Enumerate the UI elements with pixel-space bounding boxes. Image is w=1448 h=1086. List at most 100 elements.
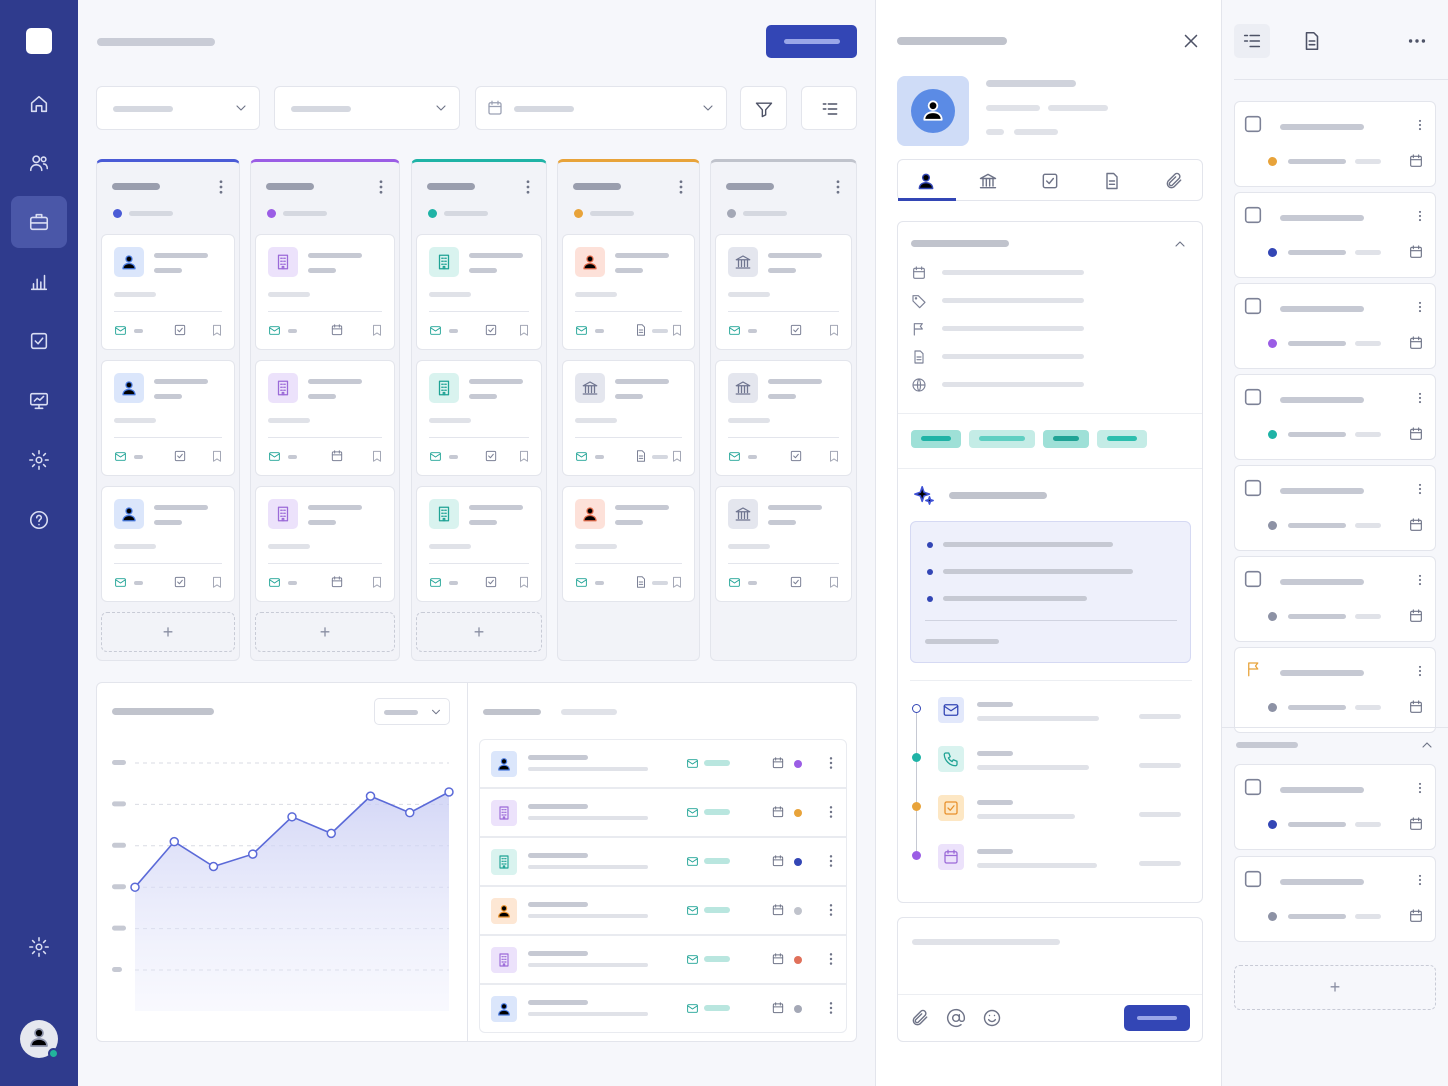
collapse[interactable] [1172,236,1188,252]
tab-doc[interactable] [1301,30,1323,52]
nav-gear[interactable] [28,449,50,471]
tab[interactable] [978,171,998,191]
nav-home[interactable] [28,93,50,115]
task-menu[interactable] [1413,209,1427,223]
composer-tool[interactable] [946,1008,966,1028]
deal-card[interactable] [255,360,395,476]
column-menu[interactable] [519,178,537,196]
nav-help[interactable] [28,509,50,531]
list-row[interactable] [479,788,847,837]
row-menu[interactable] [823,1000,839,1016]
nav-users[interactable] [28,152,50,174]
collapse[interactable] [1419,737,1435,753]
row-menu[interactable] [823,853,839,869]
row-menu[interactable] [823,902,839,918]
deal-card[interactable] [562,234,695,350]
task-card[interactable] [1234,101,1436,187]
filter-dropdown[interactable] [96,86,260,130]
placeholder-text [268,544,310,549]
column-menu[interactable] [372,178,390,196]
task-checkbox[interactable] [1242,295,1264,317]
icon-shape [30,274,48,291]
add-card-button[interactable]: + [101,612,235,652]
icon-shape [729,326,740,335]
task-card[interactable] [1234,647,1436,733]
list-row[interactable] [479,886,847,935]
task-menu[interactable] [1413,664,1427,678]
deal-card[interactable] [715,360,852,476]
add-card-button[interactable]: + [255,612,395,652]
task-checkbox[interactable] [1242,204,1264,226]
add-card-button[interactable]: + [416,612,542,652]
icon-shape [277,254,289,270]
deal-card[interactable] [255,486,395,602]
nav-monitor[interactable] [28,390,50,412]
task-checkbox[interactable] [1242,868,1264,890]
task-checkbox[interactable] [1242,568,1264,590]
row-menu[interactable] [823,804,839,820]
task-menu[interactable] [1413,781,1427,795]
filter-dropdown[interactable] [274,86,460,130]
nav-check[interactable] [28,330,50,352]
add-task-button[interactable]: + [1234,965,1436,1010]
comment-box[interactable] [897,917,1203,1042]
placeholder-text [1288,614,1346,619]
nav-brief[interactable] [28,211,50,233]
row-menu[interactable] [823,951,839,967]
task-checkbox[interactable] [1242,776,1264,798]
list-row[interactable] [479,984,847,1033]
task-checkbox[interactable] [1242,113,1264,135]
task-menu[interactable] [1413,873,1427,887]
task-card[interactable] [1234,374,1436,460]
placeholder-text [308,505,362,510]
task-card[interactable] [1234,465,1436,551]
task-card[interactable] [1234,556,1436,642]
deal-card[interactable] [416,360,542,476]
tab-list[interactable] [1241,30,1263,52]
deal-card[interactable] [562,360,695,476]
deal-card[interactable] [562,486,695,602]
deal-card[interactable] [101,486,235,602]
deal-card[interactable] [255,234,395,350]
period-dropdown[interactable] [374,698,450,725]
composer-tool[interactable] [982,1008,1002,1028]
tab[interactable] [1164,171,1184,191]
priority-dot [1268,820,1277,829]
column-menu[interactable] [829,178,847,196]
view-button[interactable] [801,86,857,130]
task-card[interactable] [1234,856,1436,942]
deal-card[interactable] [715,486,852,602]
task-checkbox[interactable] [1242,477,1264,499]
filter-dropdown[interactable] [475,86,727,130]
tab[interactable] [916,171,936,191]
list-row[interactable] [479,935,847,984]
list-row[interactable] [479,739,847,788]
composer-tool[interactable] [910,1008,930,1028]
task-menu[interactable] [1413,300,1427,314]
close-button[interactable] [1180,30,1202,52]
deal-card[interactable] [101,234,235,350]
deal-card[interactable] [715,234,852,350]
task-menu[interactable] [1413,482,1427,496]
deal-card[interactable] [416,486,542,602]
task-menu[interactable] [1413,118,1427,132]
task-card[interactable] [1234,192,1436,278]
nav-chart[interactable] [28,271,50,293]
column-menu[interactable] [212,178,230,196]
column-menu[interactable] [672,178,690,196]
tab[interactable] [1102,171,1122,191]
task-menu[interactable] [1413,391,1427,405]
tab[interactable] [1040,171,1060,191]
filter-button[interactable] [740,86,787,130]
task-card[interactable] [1234,764,1436,850]
task-menu[interactable] [1413,573,1427,587]
task-card[interactable] [1234,283,1436,369]
timeline-dot [912,704,921,713]
list-row[interactable] [479,837,847,886]
deal-card[interactable] [101,360,235,476]
deal-card[interactable] [416,234,542,350]
task-checkbox[interactable] [1242,386,1264,408]
row-menu[interactable] [823,755,839,771]
more-menu[interactable] [1406,30,1428,52]
nav-gear[interactable] [28,936,50,958]
